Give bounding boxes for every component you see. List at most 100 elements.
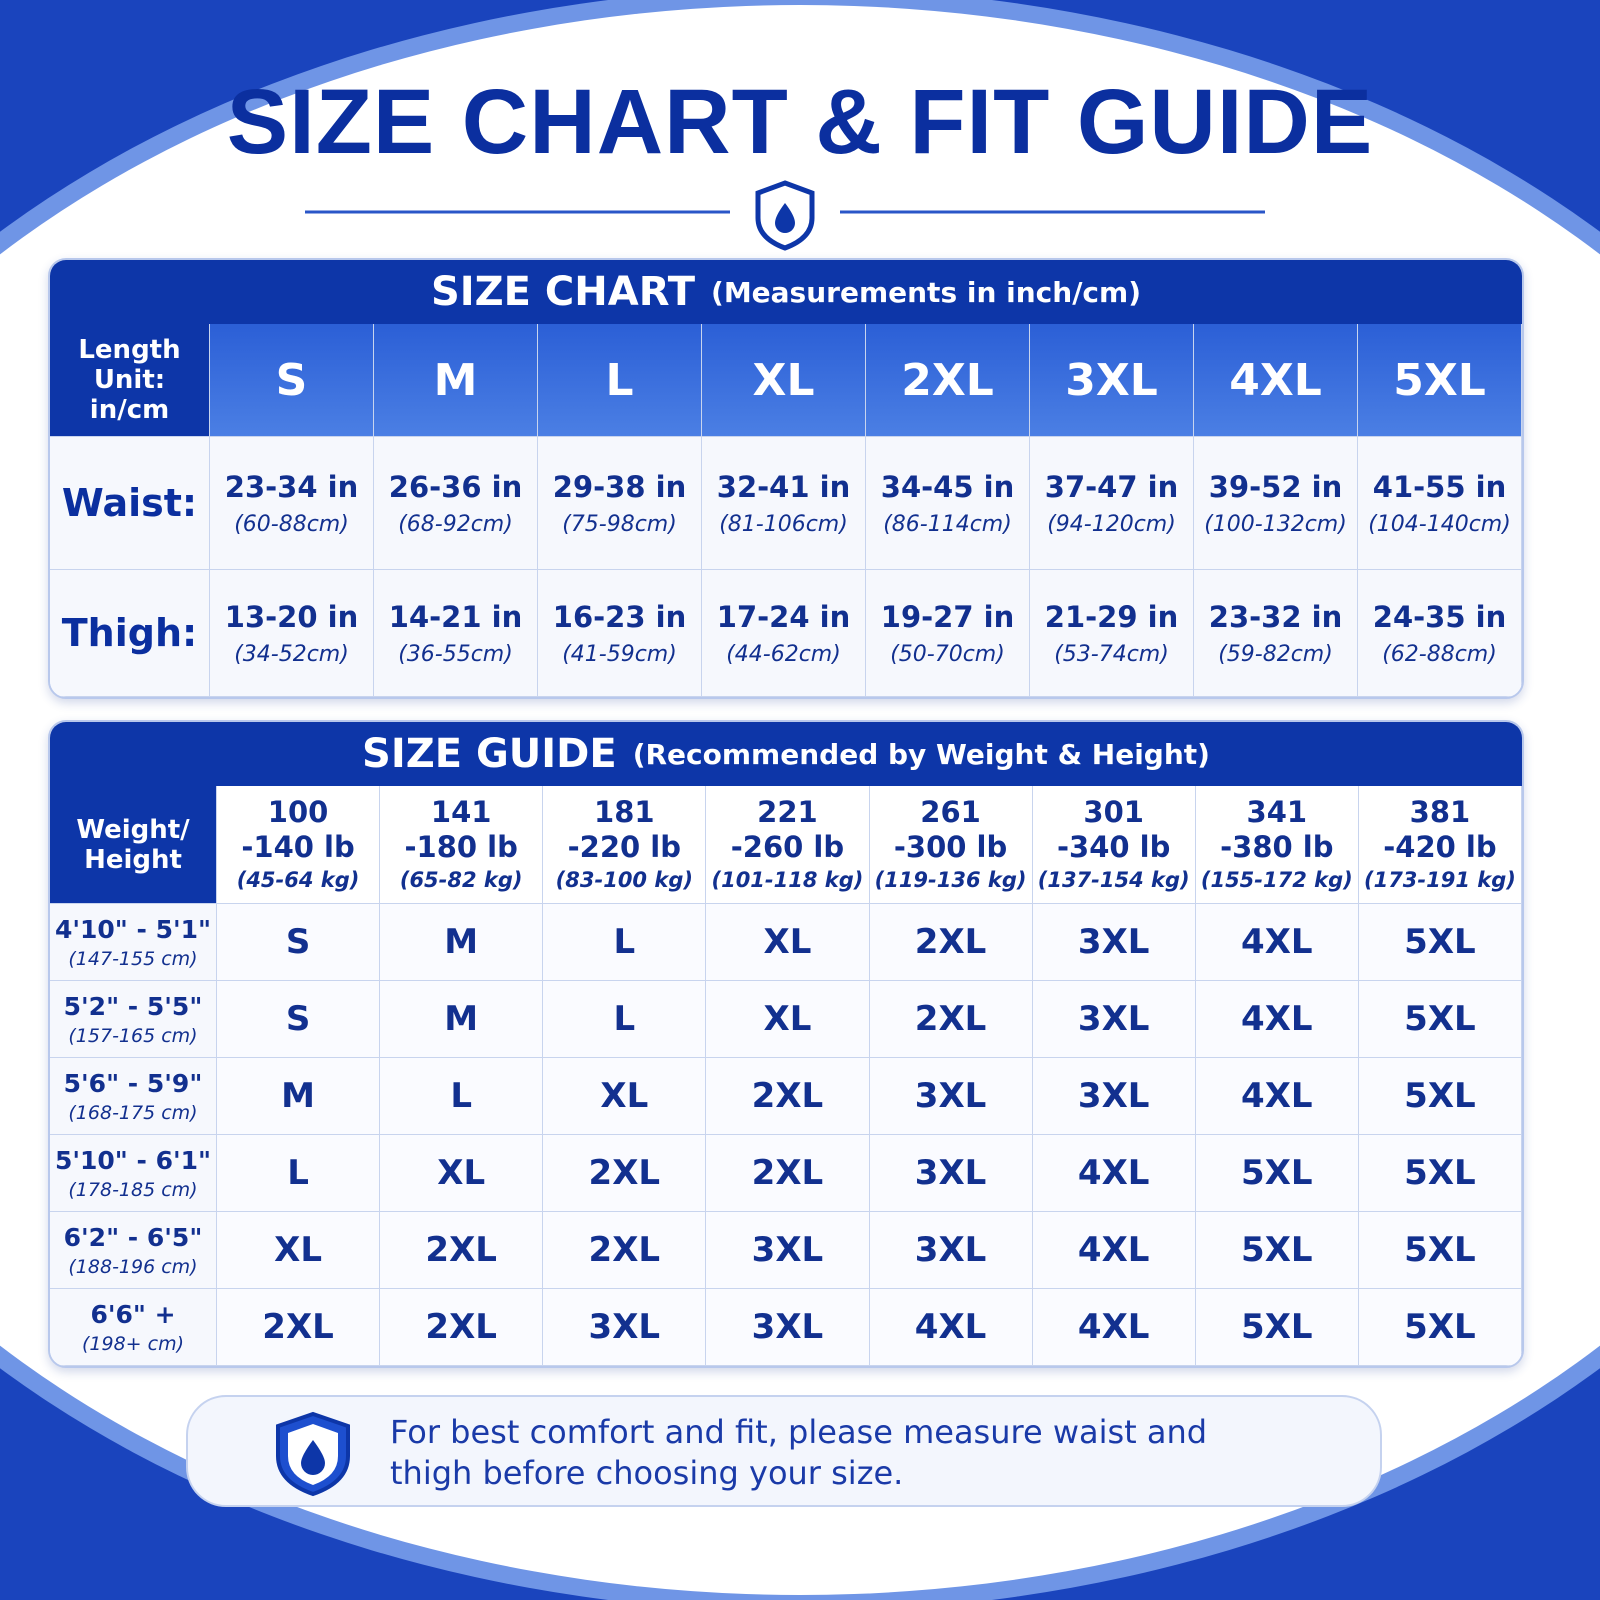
size-cell: 3XL bbox=[869, 1058, 1033, 1135]
size-cell: 3XL bbox=[706, 1212, 870, 1289]
size-header: 2XL bbox=[866, 324, 1030, 437]
size-cell: 2XL bbox=[380, 1289, 544, 1366]
measure-cell: 24-35 in (62-88cm) bbox=[1358, 570, 1522, 697]
measure-cell: 39-52 in (100-132cm) bbox=[1194, 437, 1358, 570]
size-header: XL bbox=[702, 324, 866, 437]
size-cell: 5XL bbox=[1358, 1212, 1522, 1289]
size-cell: 2XL bbox=[543, 1212, 707, 1289]
weight-header: 221 -260 lb (101-118 kg) bbox=[706, 786, 870, 904]
size-cell: 3XL bbox=[869, 1212, 1033, 1289]
height-main: 5'6" - 5'9" bbox=[63, 1068, 203, 1098]
weight-sub: (119-136 kg) bbox=[874, 867, 1027, 892]
size-cell: M bbox=[380, 904, 544, 981]
measure-sub: (81-106cm) bbox=[719, 511, 848, 537]
weight-header: 301 -340 lb (137-154 kg) bbox=[1032, 786, 1196, 904]
measure-main: 29-38 in bbox=[552, 469, 687, 504]
size-cell: XL bbox=[706, 904, 870, 981]
measure-main: 16-23 in bbox=[552, 599, 687, 634]
weight-sub: (65-82 kg) bbox=[399, 867, 523, 892]
measure-sub: (100-132cm) bbox=[1204, 511, 1347, 537]
size-cell: 2XL bbox=[869, 981, 1033, 1058]
size-cell: 5XL bbox=[1358, 981, 1522, 1058]
size-cell: 4XL bbox=[1032, 1289, 1196, 1366]
size-cell: 5XL bbox=[1195, 1135, 1359, 1212]
weight-line: 341 bbox=[1246, 794, 1308, 829]
weight-line: -180 lb bbox=[404, 829, 518, 864]
size-chart-header: SIZE CHART (Measurements in inch/cm) bbox=[50, 260, 1522, 324]
section-title: SIZE GUIDE bbox=[362, 731, 617, 777]
size-cell: 5XL bbox=[1358, 904, 1522, 981]
title: SIZE CHART & FIT GUIDE bbox=[226, 71, 1374, 173]
height-main: 6'2" - 6'5" bbox=[63, 1222, 203, 1252]
shield-icon bbox=[276, 1411, 350, 1497]
size-cell: XL bbox=[706, 981, 870, 1058]
height-main: 4'10" - 5'1" bbox=[54, 914, 212, 944]
weight-header: 100 -140 lb (45-64 kg) bbox=[217, 786, 381, 904]
row-label: Waist: bbox=[50, 437, 210, 570]
size-cell: 2XL bbox=[869, 904, 1033, 981]
size-cell: 2XL bbox=[217, 1289, 381, 1366]
size-cell: L bbox=[217, 1135, 381, 1212]
height-main: 6'6" + bbox=[90, 1299, 176, 1329]
measure-sub: (50-70cm) bbox=[890, 641, 1005, 667]
measure-main: 39-52 in bbox=[1208, 469, 1343, 504]
measure-sub: (104-140cm) bbox=[1368, 511, 1511, 537]
measure-cell: 37-47 in (94-120cm) bbox=[1030, 437, 1194, 570]
measure-sub: (60-88cm) bbox=[234, 511, 349, 537]
size-cell: 3XL bbox=[1032, 904, 1196, 981]
weight-line: -260 lb bbox=[730, 829, 845, 864]
measure-cell: 23-34 in (60-88cm) bbox=[210, 437, 374, 570]
measure-main: 14-21 in bbox=[388, 599, 523, 634]
weight-sub: (101-118 kg) bbox=[711, 867, 864, 892]
size-guide-header: SIZE GUIDE (Recommended by Weight & Heig… bbox=[50, 722, 1522, 786]
size-header: M bbox=[374, 324, 538, 437]
section-subtitle: (Recommended by Weight & Height) bbox=[632, 737, 1210, 771]
weight-header: 181 -220 lb (83-100 kg) bbox=[543, 786, 707, 904]
size-cell: 4XL bbox=[1032, 1212, 1196, 1289]
measure-cell: 21-29 in (53-74cm) bbox=[1030, 570, 1194, 697]
measure-cell: 14-21 in (36-55cm) bbox=[374, 570, 538, 697]
row-label: Thigh: bbox=[50, 570, 210, 697]
weight-line: -220 lb bbox=[567, 829, 681, 864]
measure-sub: (68-92cm) bbox=[398, 511, 513, 537]
section-subtitle: (Measurements in inch/cm) bbox=[711, 275, 1141, 309]
height-sub: (188-196 cm) bbox=[68, 1255, 198, 1278]
measure-main: 19-27 in bbox=[880, 599, 1015, 634]
size-cell: 5XL bbox=[1358, 1289, 1522, 1366]
measure-cell: 26-36 in (68-92cm) bbox=[374, 437, 538, 570]
size-header: L bbox=[538, 324, 702, 437]
size-cell: S bbox=[217, 904, 381, 981]
size-cell: 2XL bbox=[706, 1135, 870, 1212]
size-cell: 3XL bbox=[869, 1135, 1033, 1212]
size-cell: 5XL bbox=[1358, 1058, 1522, 1135]
size-chart-table: Length Unit: in/cm S M L XL 2XL 3XL 4XL 5XL Waist… bbox=[50, 324, 1522, 697]
measure-sub: (75-98cm) bbox=[562, 511, 677, 537]
note-box bbox=[186, 1395, 1382, 1507]
size-guide-table: Weight/ Height 100 -140 lb (45-64 kg) 141 -18… bbox=[50, 786, 1522, 1366]
weight-header: 341 -380 lb (155-172 kg) bbox=[1195, 786, 1359, 904]
size-cell: 4XL bbox=[1195, 1058, 1359, 1135]
size-cell: XL bbox=[543, 1058, 707, 1135]
weight-line: -380 lb bbox=[1220, 829, 1334, 864]
measure-cell: 34-45 in (86-114cm) bbox=[866, 437, 1030, 570]
height-main: 5'10" - 6'1" bbox=[54, 1145, 212, 1175]
weight-line: 301 bbox=[1083, 794, 1144, 829]
measure-main: 41-55 in bbox=[1372, 469, 1507, 504]
measure-sub: (44-62cm) bbox=[726, 641, 841, 667]
measure-cell: 16-23 in (41-59cm) bbox=[538, 570, 702, 697]
size-guide: SIZE GUIDE (Recommended by Weight & Heig… bbox=[48, 720, 1524, 1368]
size-cell: 2XL bbox=[706, 1058, 870, 1135]
weight-header: 261 -300 lb (119-136 kg) bbox=[869, 786, 1033, 904]
measure-main: 24-35 in bbox=[1372, 599, 1507, 634]
size-cell: L bbox=[543, 981, 707, 1058]
size-cell: XL bbox=[217, 1212, 381, 1289]
measure-main: 32-41 in bbox=[716, 469, 851, 504]
measure-sub: (41-59cm) bbox=[562, 641, 677, 667]
corner-cell: Length Unit: in/cm bbox=[50, 324, 210, 437]
size-cell: XL bbox=[380, 1135, 544, 1212]
measure-sub: (62-88cm) bbox=[1382, 641, 1497, 667]
measure-main: 23-34 in bbox=[224, 469, 359, 504]
height-sub: (168-175 cm) bbox=[68, 1101, 198, 1124]
weight-line: 141 bbox=[430, 794, 492, 829]
weight-line: -140 lb bbox=[241, 829, 355, 864]
